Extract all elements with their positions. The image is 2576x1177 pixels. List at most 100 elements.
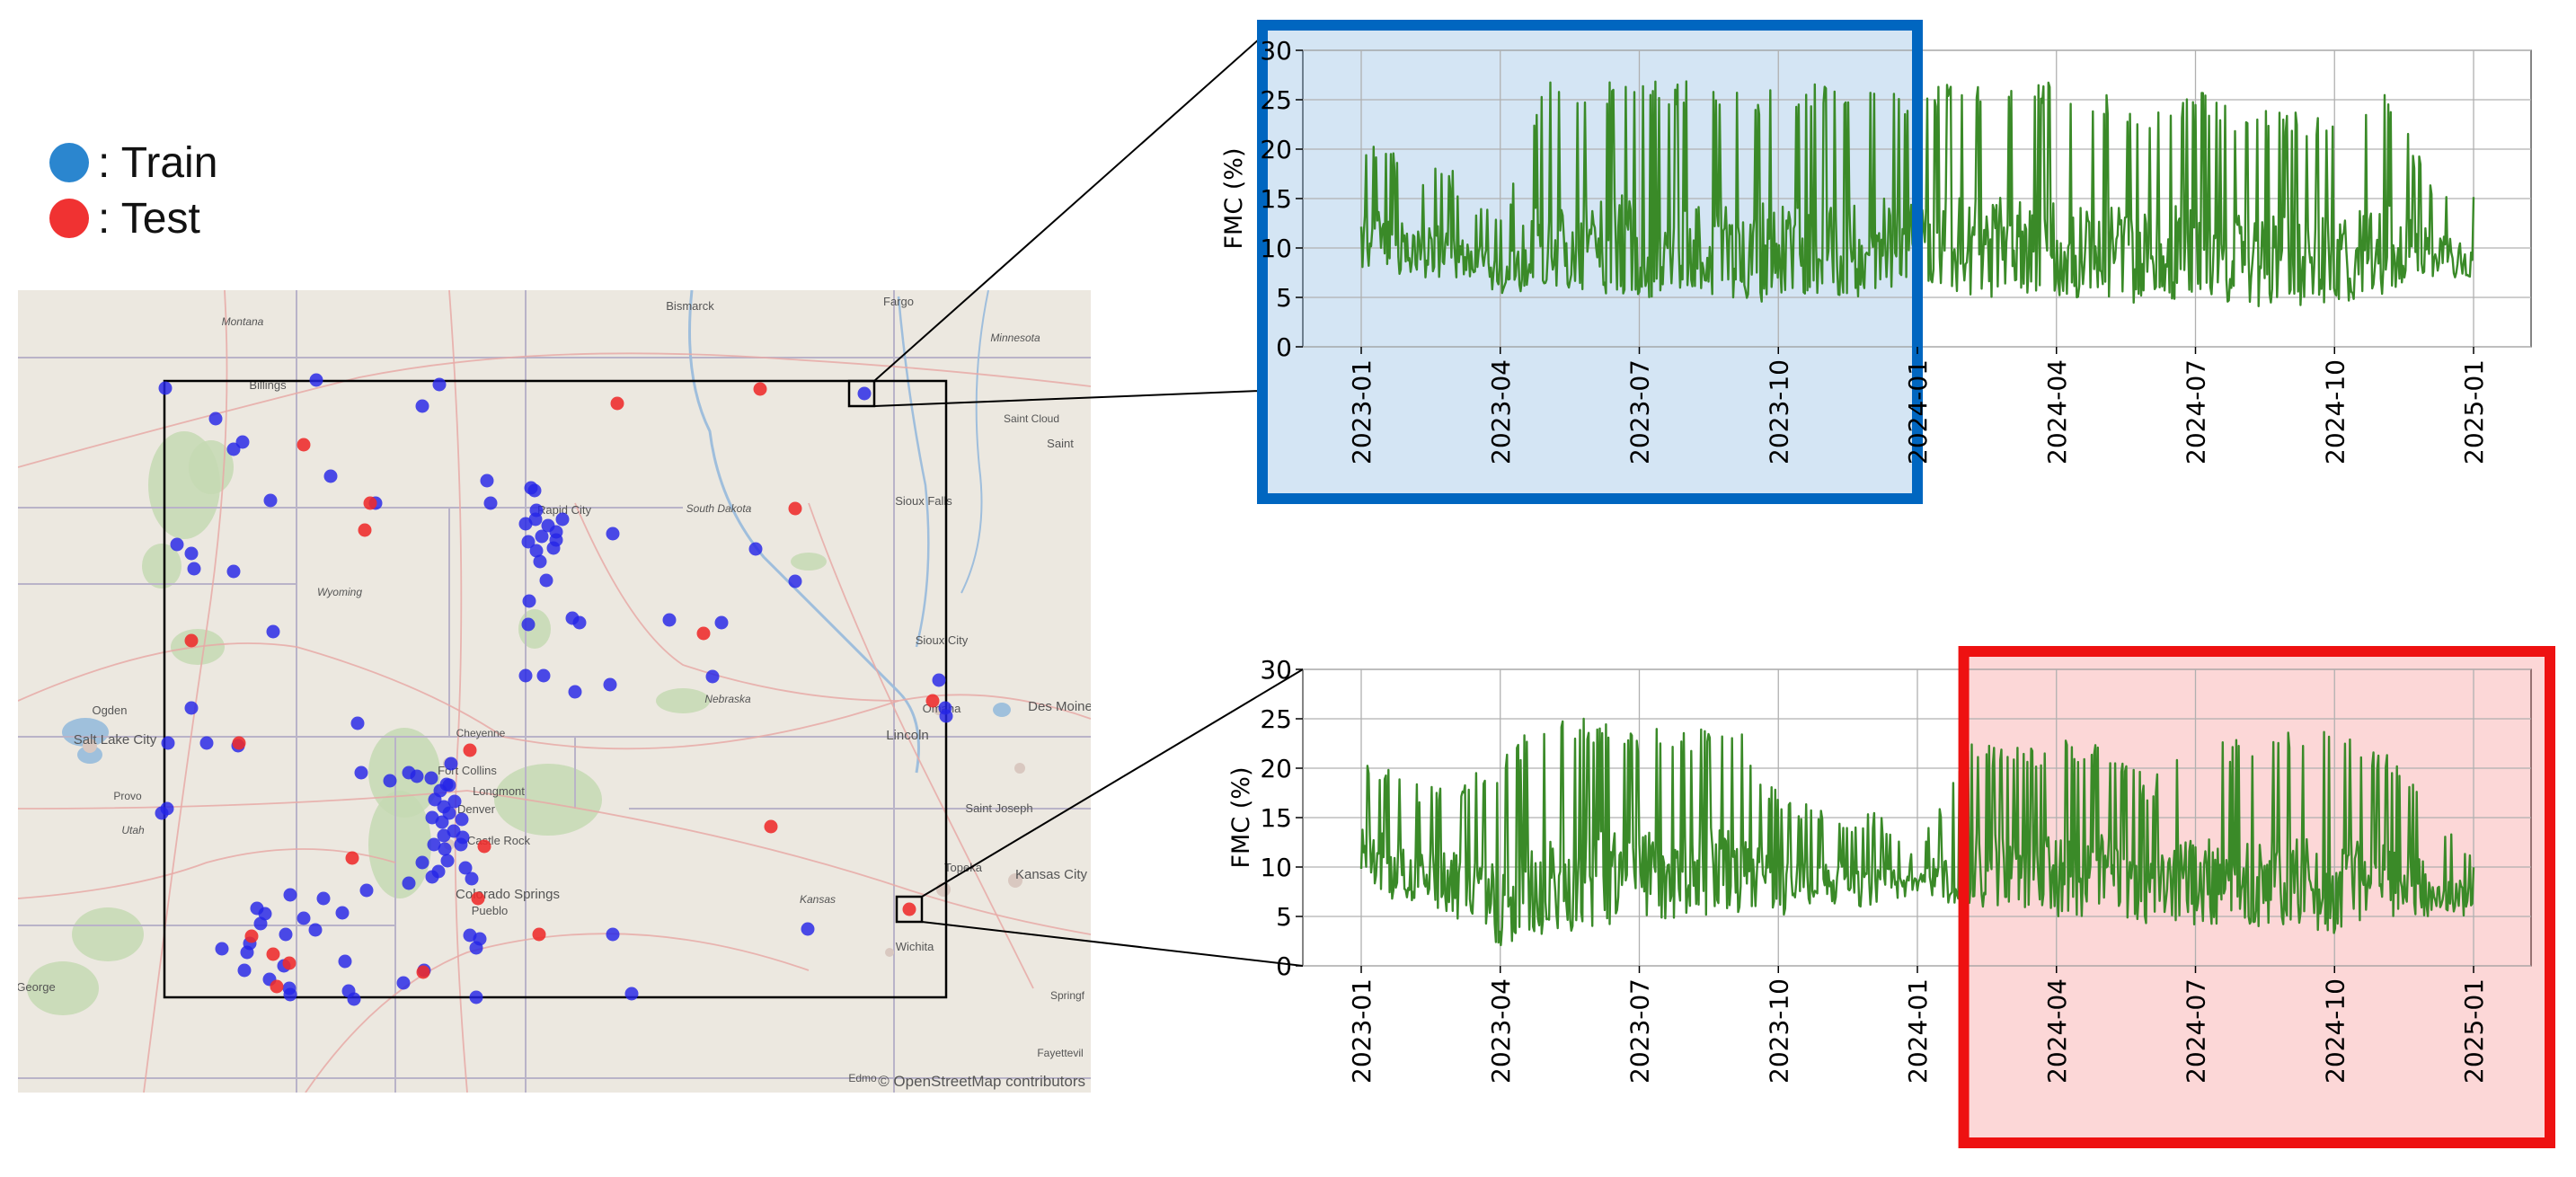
train-station-dot (549, 533, 563, 547)
train-station-dot (428, 792, 442, 807)
park-area (656, 688, 710, 713)
fmc-chart-test: 0 5 10 15 20 25 30 2023-01 2023-04 2023-07 2023-10… (1227, 646, 2555, 1148)
map-place-label: Springf (1050, 989, 1085, 1002)
train-station-dot (410, 769, 424, 783)
train-station-dot (208, 412, 223, 426)
y-tick-label: 0 (1276, 951, 1292, 981)
test-station-dot (764, 819, 778, 834)
connector-line (921, 921, 1304, 967)
train-station-dot (455, 812, 469, 827)
x-tick-label: 2025-01 (2459, 359, 2489, 465)
test-station-dot (232, 736, 246, 750)
train-station-dot (184, 546, 199, 561)
lake (993, 703, 1011, 717)
train-station-dot (705, 669, 720, 684)
road (808, 502, 1034, 989)
train-station-dot (536, 668, 551, 683)
city-area (1014, 763, 1025, 774)
map-place-label: Saint Joseph (965, 801, 1032, 815)
test-station-dot (477, 839, 491, 854)
train-station-dot (541, 518, 555, 533)
city-area (1008, 873, 1022, 888)
train-station-dot (161, 736, 175, 750)
train-station-dot (465, 872, 479, 886)
train-station-dot (624, 987, 639, 1001)
test-dot-icon (49, 199, 89, 238)
train-station-dot (939, 709, 953, 723)
train-station-dot (237, 963, 252, 978)
x-tick-label: 2023-04 (1486, 359, 1516, 465)
test-station-dot (297, 438, 311, 452)
train-station-dot (283, 987, 297, 1002)
map-place-label: Colorado Springs (456, 887, 560, 902)
train-station-dot (402, 876, 416, 890)
test-station-dot (270, 979, 284, 994)
train-station-dot (662, 613, 677, 627)
map-place-label: Lincoln (886, 728, 929, 743)
x-tick-label: 2024-04 (2042, 359, 2072, 465)
legend-label-test: : Test (98, 194, 200, 243)
train-station-dot (788, 574, 802, 588)
river (960, 290, 989, 594)
train-station-dot (518, 668, 533, 683)
test-station-dot (788, 501, 802, 516)
train-station-dot (606, 527, 620, 541)
connector-line (873, 390, 1261, 407)
park-area (189, 440, 234, 494)
train-station-dot (308, 923, 323, 937)
train-station-dot (350, 716, 365, 730)
x-tick-label: 2023-10 (1764, 359, 1793, 465)
map-place-label: Bismarck (666, 299, 714, 313)
train-station-dot (529, 544, 544, 558)
road (574, 502, 899, 702)
map-place-label: Cheyenne (456, 727, 506, 739)
test-station-dot (610, 396, 624, 411)
x-tick-label: 2024-04 (2042, 978, 2072, 1084)
map-place-label: Pueblo (472, 904, 508, 917)
lake (62, 718, 109, 747)
test-station-dot (345, 851, 359, 865)
x-tick-label: 2024-10 (2320, 978, 2350, 1084)
x-tick-label: 2023-07 (1625, 978, 1655, 1084)
y-tick-label: 0 (1276, 332, 1292, 362)
train-station-dot (155, 806, 169, 820)
train-station-dot (235, 435, 250, 449)
map-place-label: Wyoming (317, 586, 362, 598)
map-place-label: Wichita (896, 940, 934, 953)
connector-line (921, 668, 1304, 898)
train-station-dot (447, 794, 462, 809)
train-station-dot (283, 888, 297, 902)
lake (77, 746, 102, 764)
train-station-dot (309, 373, 323, 387)
river (688, 290, 920, 774)
train-station-dot (522, 594, 536, 608)
train-station-dot (226, 564, 241, 579)
park-area (142, 544, 181, 588)
city-area (83, 739, 97, 753)
station-dots (155, 373, 953, 1006)
map-place-label: Salt Lake City (74, 732, 157, 748)
park-area (518, 609, 551, 649)
map-place-label: Minnesota (990, 332, 1040, 344)
train-station-dot (170, 537, 184, 552)
y-tick-label: 30 (1260, 36, 1292, 66)
train-station-dot (297, 911, 311, 925)
train-station-dot (442, 806, 456, 820)
x-tick-label: 2024-10 (2320, 359, 2350, 465)
x-tick-label: 2023-01 (1347, 978, 1377, 1084)
test-station-dot (902, 902, 916, 916)
train-station-dot (480, 473, 494, 488)
park-area (27, 961, 99, 1015)
map-attribution: © OpenStreetMap contributors (878, 1073, 1085, 1090)
y-tick-label: 10 (1260, 853, 1292, 882)
map-place-label: Sioux City (916, 633, 969, 647)
x-tick-label: 2023-10 (1764, 978, 1793, 1084)
train-station-dot (253, 916, 268, 931)
train-station-dot (347, 992, 361, 1006)
map-place-label: Topeka (944, 861, 983, 874)
train-station-dot (524, 481, 538, 495)
train-station-dot (606, 927, 620, 942)
